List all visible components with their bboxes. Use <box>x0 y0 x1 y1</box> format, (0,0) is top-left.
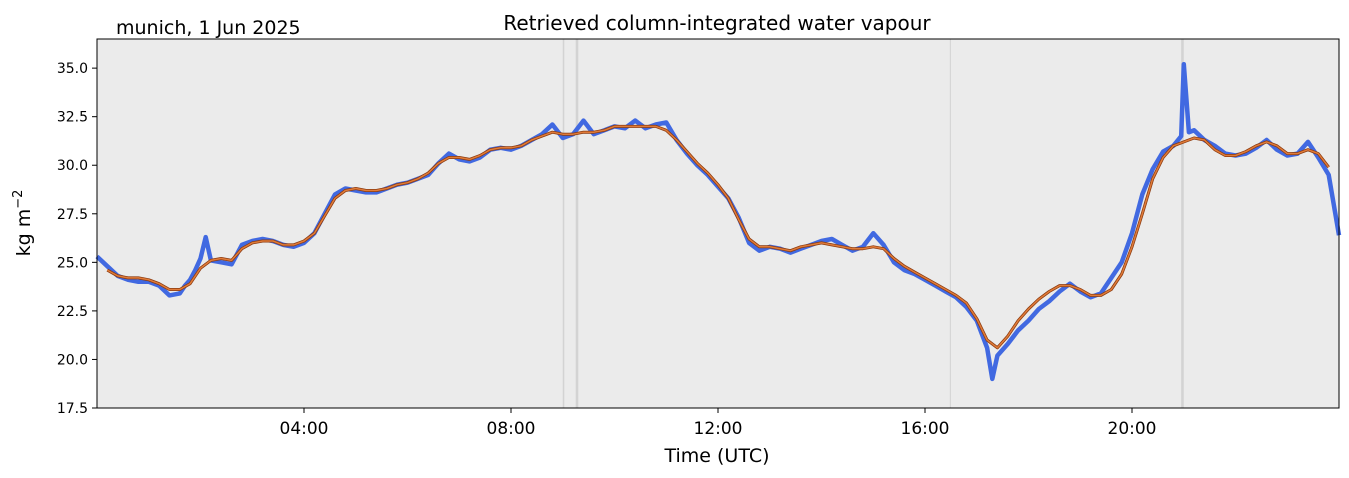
gap-band-2 <box>949 39 951 408</box>
gap-band-3 <box>1181 39 1184 408</box>
series-smoothed <box>106 125 1330 349</box>
x-tick-label-3: 16:00 <box>901 419 950 439</box>
plot-area <box>97 39 1339 408</box>
y-tick-label-2: 22.5 <box>57 304 88 320</box>
gap-bands <box>562 39 1184 408</box>
x-tick-label-1: 08:00 <box>487 419 536 439</box>
gap-band-1 <box>575 39 579 408</box>
gap-band-0 <box>562 39 565 408</box>
y-tick-label-3: 25.0 <box>57 255 88 271</box>
x-tick-label-2: 12:00 <box>694 419 743 439</box>
y-tick-label-1: 20.0 <box>57 352 88 368</box>
y-axis-label: kg m−2 <box>11 190 35 257</box>
series-layer <box>95 61 1342 382</box>
y-tick-label-5: 30.0 <box>57 158 88 174</box>
x-tick-label-0: 04:00 <box>280 419 329 439</box>
chart-title: Retrieved column-integrated water vapour <box>503 11 931 35</box>
y-tick-label-0: 17.5 <box>57 401 88 417</box>
y-axis-label-main: kg m <box>13 209 35 257</box>
x-axis: 04:00 08:00 12:00 16:00 20:00 <box>280 408 1157 439</box>
x-tick-label-4: 20:00 <box>1108 419 1157 439</box>
chart-subtitle: munich, 1 Jun 2025 <box>116 17 301 39</box>
y-tick-label-4: 27.5 <box>57 207 88 223</box>
y-axis: 17.5 20.0 22.5 25.0 27.5 30.0 32.5 35.0 <box>57 61 97 417</box>
y-tick-label-7: 35.0 <box>57 61 88 77</box>
y-axis-label-sup: −2 <box>11 190 26 209</box>
x-axis-label: Time (UTC) <box>663 445 769 467</box>
y-tick-label-6: 32.5 <box>57 110 88 126</box>
